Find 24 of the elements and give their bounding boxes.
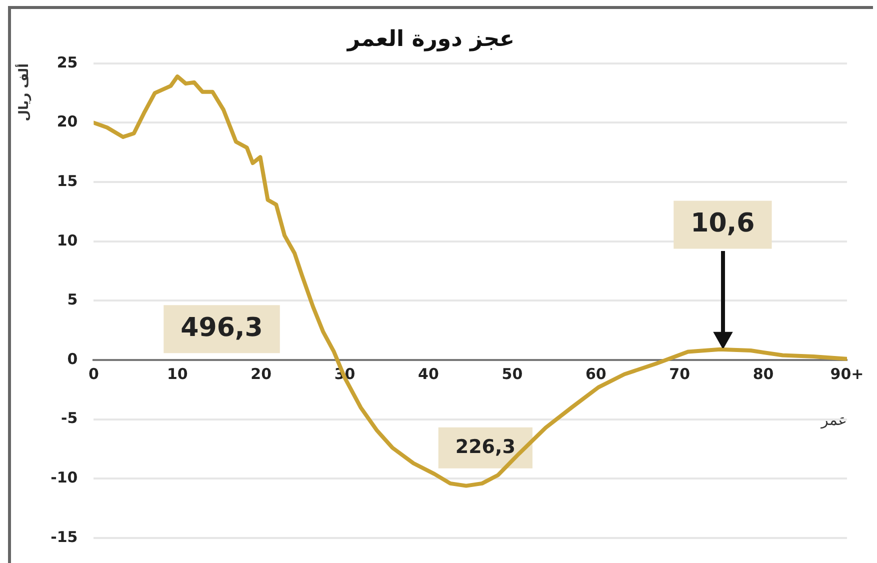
x-tick-label: 70 <box>669 364 690 383</box>
annotation: 496,3 <box>180 312 263 343</box>
y-tick-label: 25 <box>56 53 78 72</box>
x-tick-label: 60 <box>585 364 606 383</box>
x-tick-label: 90+ <box>830 364 864 383</box>
x-tick-label: 40 <box>418 364 439 383</box>
x-axis-title: عمر <box>820 410 847 429</box>
y-tick-label: -10 <box>50 468 78 487</box>
y-tick-label: 10 <box>56 231 78 250</box>
x-tick-label: 10 <box>166 364 188 383</box>
annotation: 10,6 <box>690 208 755 239</box>
y-tick-label: -15 <box>50 528 78 546</box>
y-axis-title: ألف ريال <box>15 63 32 122</box>
y-tick-label: -5 <box>61 409 78 428</box>
x-tick-label: 80 <box>752 364 774 383</box>
x-tick-label: 0 <box>88 364 99 383</box>
x-tick-label: 20 <box>250 364 272 383</box>
y-tick-label: 0 <box>67 350 78 368</box>
chart-title: عجز دورة العمر <box>346 26 515 52</box>
y-tick-label: 20 <box>56 112 78 131</box>
x-tick-label: 50 <box>502 364 523 383</box>
y-tick-label: 15 <box>56 172 78 190</box>
annotation: 226,3 <box>455 436 516 458</box>
y-tick-label: 5 <box>67 290 78 309</box>
